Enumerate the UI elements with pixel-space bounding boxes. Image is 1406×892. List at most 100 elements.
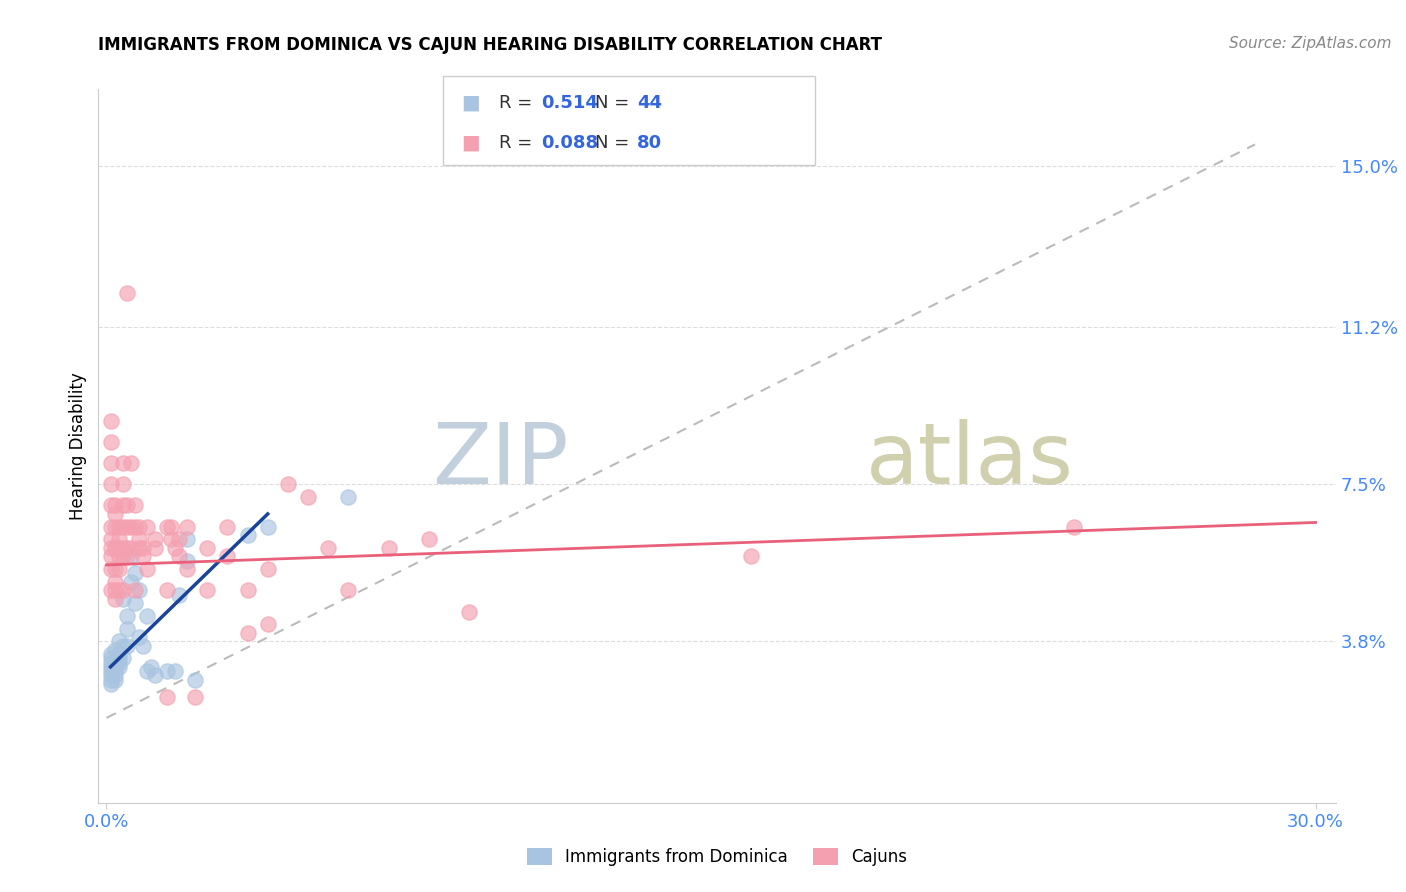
Point bbox=[135, 562, 157, 576]
Point bbox=[124, 583, 146, 598]
Point bbox=[277, 477, 299, 491]
Point bbox=[156, 583, 179, 598]
Text: 44: 44 bbox=[637, 94, 662, 112]
Point bbox=[120, 574, 142, 589]
Point bbox=[100, 660, 122, 674]
Point bbox=[176, 562, 198, 576]
Point bbox=[111, 651, 134, 665]
Point bbox=[156, 690, 179, 704]
Point bbox=[167, 533, 190, 547]
Point bbox=[156, 519, 179, 533]
Point bbox=[111, 456, 134, 470]
Point bbox=[103, 656, 125, 670]
Point bbox=[217, 549, 239, 564]
Point bbox=[100, 434, 122, 449]
Point bbox=[103, 668, 125, 682]
Text: 80: 80 bbox=[637, 134, 662, 152]
Point bbox=[256, 617, 278, 632]
Point bbox=[128, 541, 150, 555]
Point bbox=[236, 528, 259, 542]
Point bbox=[135, 519, 157, 533]
Text: R =: R = bbox=[499, 134, 538, 152]
Point bbox=[107, 562, 129, 576]
Point bbox=[184, 690, 207, 704]
Point bbox=[107, 660, 129, 674]
Point bbox=[176, 533, 198, 547]
Text: N =: N = bbox=[595, 94, 634, 112]
Point bbox=[124, 596, 146, 610]
Point bbox=[256, 562, 278, 576]
Text: 0.514: 0.514 bbox=[541, 94, 598, 112]
Point bbox=[111, 583, 134, 598]
Point bbox=[111, 519, 134, 533]
Point bbox=[143, 533, 166, 547]
Point bbox=[115, 622, 138, 636]
Text: Source: ZipAtlas.com: Source: ZipAtlas.com bbox=[1229, 36, 1392, 51]
Point bbox=[111, 541, 134, 555]
Point bbox=[167, 549, 190, 564]
Text: atlas: atlas bbox=[866, 418, 1074, 502]
Point bbox=[107, 533, 129, 547]
Point bbox=[143, 541, 166, 555]
Text: ZIP: ZIP bbox=[432, 418, 568, 502]
Point bbox=[256, 519, 278, 533]
Point bbox=[100, 519, 122, 533]
Point bbox=[418, 533, 440, 547]
Point bbox=[107, 519, 129, 533]
Text: N =: N = bbox=[595, 134, 634, 152]
Point bbox=[100, 562, 122, 576]
Point bbox=[100, 673, 122, 687]
Point bbox=[176, 519, 198, 533]
Point bbox=[132, 549, 155, 564]
Point bbox=[103, 574, 125, 589]
Point bbox=[132, 541, 155, 555]
Point bbox=[132, 639, 155, 653]
Point bbox=[115, 541, 138, 555]
Point bbox=[124, 566, 146, 581]
Point bbox=[377, 541, 399, 555]
Point bbox=[100, 549, 122, 564]
Point bbox=[115, 286, 138, 301]
Point bbox=[103, 519, 125, 533]
Point bbox=[107, 651, 129, 665]
Legend: Immigrants from Dominica, Cajuns: Immigrants from Dominica, Cajuns bbox=[520, 841, 914, 873]
Point bbox=[100, 677, 122, 691]
Point bbox=[163, 664, 186, 678]
Point bbox=[115, 499, 138, 513]
Point bbox=[128, 533, 150, 547]
Point bbox=[111, 639, 134, 653]
Text: ▪: ▪ bbox=[460, 88, 481, 117]
Point bbox=[217, 519, 239, 533]
Point bbox=[195, 583, 218, 598]
Point bbox=[115, 519, 138, 533]
Point bbox=[163, 541, 186, 555]
Point bbox=[107, 634, 129, 648]
Point bbox=[167, 588, 190, 602]
Point bbox=[103, 541, 125, 555]
Point bbox=[115, 639, 138, 653]
Point bbox=[135, 664, 157, 678]
Point bbox=[236, 626, 259, 640]
Point bbox=[100, 499, 122, 513]
Point bbox=[111, 499, 134, 513]
Point bbox=[128, 630, 150, 644]
Y-axis label: Hearing Disability: Hearing Disability bbox=[69, 372, 87, 520]
Point bbox=[740, 549, 762, 564]
Point bbox=[107, 549, 129, 564]
Point bbox=[115, 608, 138, 623]
Point bbox=[100, 583, 122, 598]
Point bbox=[107, 583, 129, 598]
Point bbox=[316, 541, 339, 555]
Point bbox=[128, 583, 150, 598]
Point bbox=[115, 549, 138, 564]
Point bbox=[135, 608, 157, 623]
Point bbox=[160, 519, 183, 533]
Point bbox=[195, 541, 218, 555]
Point bbox=[103, 499, 125, 513]
Point bbox=[107, 656, 129, 670]
Point bbox=[100, 456, 122, 470]
Point bbox=[107, 647, 129, 661]
Point bbox=[156, 664, 179, 678]
Point bbox=[128, 519, 150, 533]
Point bbox=[120, 456, 142, 470]
